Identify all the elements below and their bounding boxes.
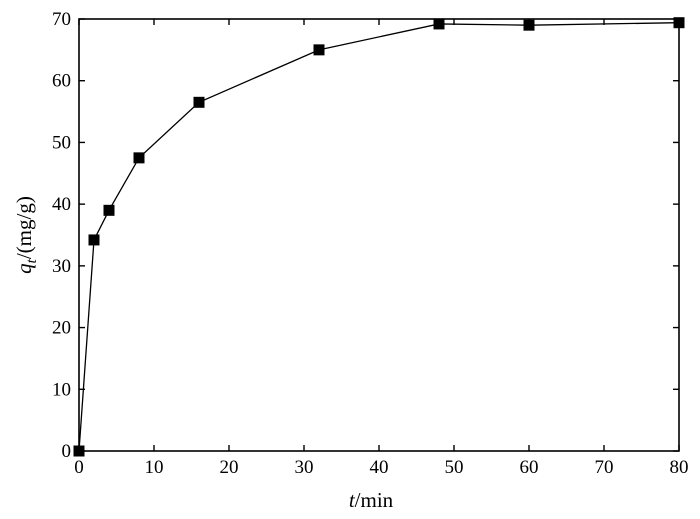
- x-axis-unit: /min: [355, 488, 394, 512]
- x-tick-label: 30: [295, 457, 314, 478]
- x-axis-title: t/min: [349, 488, 394, 512]
- data-point: [523, 19, 535, 31]
- y-tick-label: 20: [52, 318, 71, 339]
- y-tick-label: 10: [52, 379, 71, 400]
- data-point: [673, 17, 685, 29]
- y-tick-label: 0: [62, 441, 72, 462]
- x-tick-label: 0: [74, 457, 84, 478]
- data-point: [433, 18, 445, 30]
- series-line: [78, 22, 680, 452]
- x-tick-label: 60: [520, 457, 539, 478]
- x-tick-label: 80: [670, 457, 689, 478]
- y-tick-label: 50: [52, 132, 71, 153]
- data-point: [103, 204, 115, 216]
- tick-labels: 0 10 20 30 40 50 60 70 80 0 10 20 30 40 50 60 70: [52, 9, 689, 478]
- y-tick-label: 30: [52, 256, 71, 277]
- data-point: [133, 152, 145, 164]
- y-tick-label: 40: [52, 194, 71, 215]
- plot-frame: [78, 18, 680, 452]
- x-tick-label: 70: [595, 457, 614, 478]
- y-axis-title: qt/(mg/g): [12, 196, 40, 274]
- ticks: [78, 18, 680, 452]
- markers: [73, 17, 685, 457]
- data-point: [73, 445, 85, 457]
- data-point: [193, 96, 205, 108]
- x-tick-label: 50: [445, 457, 464, 478]
- y-axis-unit: /(mg/g): [12, 196, 36, 259]
- y-axis-var: q: [12, 263, 36, 274]
- x-tick-label: 40: [370, 457, 389, 478]
- data-point: [88, 234, 100, 246]
- y-axis-subscript: t: [24, 258, 40, 263]
- data-point: [313, 44, 325, 56]
- x-axis-var: t: [349, 488, 356, 512]
- x-tick-label: 20: [220, 457, 239, 478]
- y-tick-label: 60: [52, 71, 71, 92]
- x-tick-label: 10: [145, 457, 164, 478]
- y-tick-label: 70: [52, 9, 71, 30]
